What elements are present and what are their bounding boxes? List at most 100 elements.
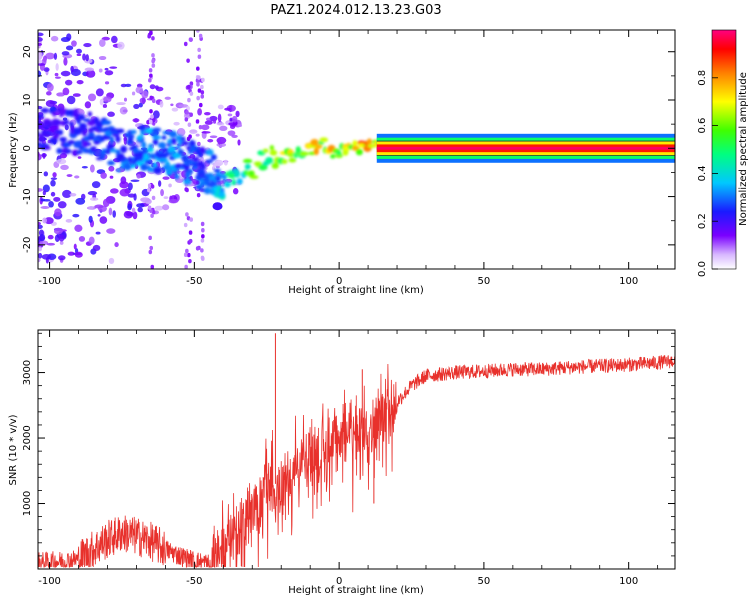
- spectrogram-cloud-blob: [59, 240, 64, 245]
- x-tick-label: -100: [38, 576, 61, 587]
- colorbar-gradient: [711, 29, 737, 270]
- spectrogram-cloud-blob: [55, 63, 59, 71]
- spectrogram-cloud-blob: [90, 197, 99, 201]
- spectrogram-streak-blob: [151, 36, 155, 41]
- spectrogram-streak-blob: [149, 245, 154, 251]
- spectrogram-ridge-blob: [69, 121, 74, 128]
- spectrogram-ridge-blob: [299, 151, 309, 156]
- spectrogram-cloud-blob: [38, 246, 42, 252]
- spectrogram-ridge-blob: [162, 130, 170, 135]
- spectrogram-ridge-blob: [249, 170, 254, 177]
- spectrogram-cloud-blob: [214, 159, 224, 166]
- spectrogram-ridge-blob: [115, 135, 121, 143]
- spectrogram-ridge-blob: [116, 128, 125, 134]
- spectrogram-cloud-blob: [38, 51, 43, 60]
- spectrogram-ridge-blob: [76, 118, 81, 124]
- spectrogram-cloud-blob: [52, 172, 57, 178]
- spectrogram-ridge-blob: [136, 134, 143, 141]
- spectrogram-cloud-blob: [76, 48, 82, 54]
- spectrogram-streak-blob: [200, 94, 205, 99]
- spectrogram-ridge-blob: [165, 169, 173, 176]
- spectrogram-cloud-blob: [46, 91, 52, 96]
- spectrogram-cloud-blob: [229, 124, 236, 130]
- spectrogram-streak-blob: [147, 205, 152, 210]
- spectrogram-ridge-blob: [131, 129, 137, 135]
- spectrogram-cloud-blob: [82, 53, 86, 61]
- spectrogram-cloud-blob: [84, 67, 95, 72]
- spectrogram-ridge-blob: [93, 139, 101, 145]
- spectrogram-cloud-blob: [141, 90, 149, 99]
- spectrogram-cloud-blob: [102, 104, 108, 108]
- spectrogram-cloud-blob: [232, 188, 239, 195]
- spectrogram-cloud-blob: [87, 93, 97, 102]
- spectrogram-streak-blob: [201, 234, 205, 239]
- spectrogram-cloud-blob: [94, 204, 104, 209]
- spectrogram-cloud-blob: [109, 66, 118, 69]
- spectrogram-ridge-blob: [174, 173, 180, 180]
- x-tick-label: 50: [478, 276, 491, 287]
- spectrogram-cloud-blob: [45, 52, 55, 60]
- spectrogram-ridge-blob: [330, 153, 336, 159]
- spectrogram-streak-blob: [146, 120, 150, 125]
- spectrogram-cloud-blob: [211, 166, 216, 171]
- spectrogram-cloud-blob: [106, 228, 116, 234]
- spectrogram-cloud-blob: [56, 92, 65, 97]
- spectrogram-streak-blob: [197, 54, 202, 59]
- spectrogram-ridge-blob: [38, 114, 45, 119]
- x-tick-label: -50: [186, 276, 202, 287]
- spectrogram-cloud-blob: [50, 191, 56, 197]
- spectrogram-ridge-blob: [352, 140, 358, 147]
- spectrogram-streak-blob: [183, 41, 188, 47]
- spectrogram-cloud-blob: [54, 72, 59, 77]
- spectrogram-cloud-blob: [168, 183, 172, 188]
- spectrogram-cloud-blob: [127, 182, 133, 191]
- spectrogram-ridge-blob: [315, 143, 323, 149]
- spectrogram-ridge-blob: [227, 172, 236, 179]
- spectrogram-cloud-blob: [201, 131, 211, 134]
- spectrogram-streak-blob: [148, 68, 153, 73]
- spectrogram-streak-blob: [188, 238, 193, 244]
- spectrogram-cloud-blob: [217, 138, 222, 145]
- spectrogram-cloud-blob: [88, 206, 94, 210]
- spectrogram-cloud-blob: [231, 115, 238, 123]
- spectrogram-cloud-blob: [85, 54, 89, 62]
- spectrogram-ridge-blob: [265, 157, 274, 165]
- spectrogram-cloud-blob: [209, 115, 218, 122]
- spectrogram-ridge-blob: [205, 159, 213, 164]
- colorbar-tick-label: 0.2: [697, 213, 708, 229]
- spectrogram-cloud-blob: [38, 42, 43, 46]
- spectrogram-cloud-blob: [219, 125, 228, 131]
- spectrogram-cloud-blob: [104, 70, 114, 76]
- spectrogram-cloud-blob: [178, 104, 189, 108]
- spectrogram-ridge-blob: [105, 149, 111, 155]
- spectrogram-cloud-blob: [237, 139, 241, 146]
- spectrogram-ridge-blob: [51, 111, 57, 117]
- spectrogram-streak-blob: [185, 248, 189, 254]
- x-tick-label: 100: [619, 576, 638, 587]
- spectrogram-ridge-blob: [203, 177, 211, 184]
- spectrogram-cloud-blob: [154, 205, 164, 211]
- spectrogram-cloud-blob: [117, 41, 125, 50]
- spectrogram-ridge-blob: [199, 164, 207, 170]
- spectrogram-cloud-blob: [206, 117, 211, 121]
- spectrogram-cloud-blob: [61, 51, 70, 56]
- spectrogram-cloud-blob: [209, 135, 218, 139]
- spectrogram-cloud-blob: [72, 213, 80, 218]
- spectrogram-cloud-blob: [89, 164, 95, 173]
- spectrogram-cloud-blob: [109, 175, 114, 179]
- spectrogram-streak-blob: [200, 156, 204, 162]
- spectrogram-cloud-blob: [71, 40, 77, 47]
- spectrogram-cloud-blob: [57, 201, 67, 209]
- spectrogram-streak-blob: [198, 33, 203, 39]
- spectrogram-ridge-blob: [79, 125, 87, 132]
- spectrogram-cloud-blob: [132, 211, 138, 220]
- spectrogram-ridge-blob: [78, 145, 85, 151]
- spectrogram-cloud-blob: [123, 97, 128, 102]
- spectrogram-ridge-blob: [141, 141, 147, 149]
- spectrogram-cloud-blob: [60, 164, 69, 170]
- spectrogram-cloud-blob: [87, 191, 98, 196]
- spectrogram-cloud-blob: [56, 158, 67, 165]
- spectrogram-streak-blob: [149, 109, 153, 114]
- spectrogram-cloud-blob: [38, 105, 43, 110]
